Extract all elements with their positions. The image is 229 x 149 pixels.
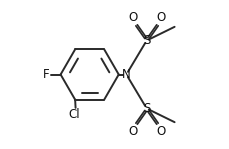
Text: S: S (143, 34, 150, 47)
Text: F: F (42, 68, 49, 81)
Text: O: O (128, 11, 137, 24)
Text: O: O (156, 11, 165, 24)
Text: Cl: Cl (68, 108, 80, 121)
Text: O: O (128, 125, 137, 138)
Text: O: O (156, 125, 165, 138)
Text: S: S (143, 102, 150, 115)
Text: N: N (121, 68, 130, 81)
